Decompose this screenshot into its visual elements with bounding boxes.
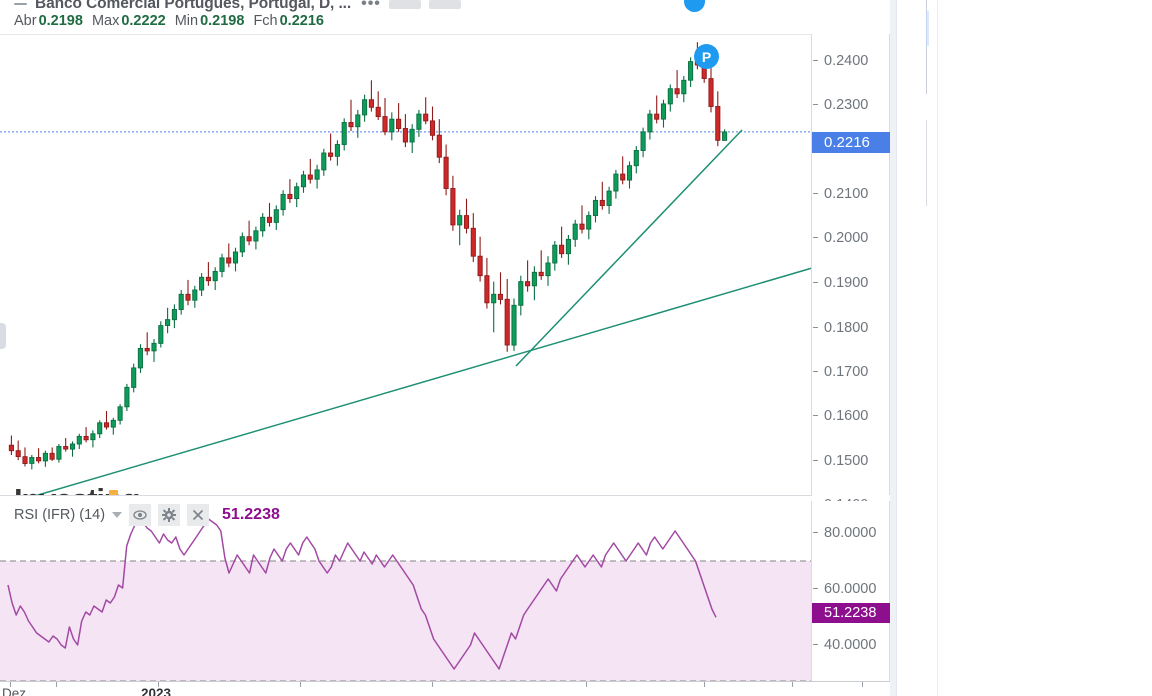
tick-dash-icon [813, 532, 818, 533]
price-tick-label: 0.1800 [824, 320, 869, 336]
date-tick [704, 682, 705, 687]
rsi-chart-pane[interactable] [0, 501, 812, 681]
rsi-title[interactable]: RSI (IFR) (14) [14, 506, 106, 523]
panel-card-highlight [926, 11, 929, 46]
price-tick: 0.1500 [812, 453, 890, 469]
watermark-brand: Investing [14, 482, 140, 495]
date-axis-label: Dez [1, 686, 27, 696]
tick-dash-icon [813, 60, 818, 61]
tick-dash-icon [813, 193, 818, 194]
tick-dash-icon [813, 588, 818, 589]
rsi-axis[interactable]: 80.0000 60.0000 40.0000 51.2238 [812, 501, 890, 681]
date-tick [56, 682, 57, 687]
tick-dash-icon [813, 460, 818, 461]
panel-gutter [890, 0, 897, 696]
investing-watermark: Investing.com [14, 482, 185, 495]
price-tick: 0.1900 [812, 275, 890, 291]
date-tick [432, 682, 433, 687]
price-tick: 0.2100 [812, 186, 890, 202]
date-tick [586, 682, 587, 687]
event-marker-icon[interactable] [684, 0, 705, 12]
rsi-indicator-header: RSI (IFR) (14) [0, 495, 812, 533]
price-tick-label: 0.1500 [824, 453, 869, 469]
close-icon[interactable] [187, 503, 210, 526]
watermark-suffix: .com [139, 493, 184, 495]
price-tick: 0.1700 [812, 364, 890, 380]
rsi-tick-label: 80.0000 [824, 525, 877, 541]
price-tick-label: 0.2000 [824, 230, 869, 246]
dividend-marker-badge[interactable]: P [694, 44, 719, 69]
panel-card-top [926, 0, 929, 94]
date-tick [862, 682, 863, 687]
rsi-current-value: 51.2238 [222, 505, 280, 523]
rsi-tick-label: 60.0000 [824, 581, 877, 597]
ohlc-open-value: 0.2198 [38, 13, 83, 29]
date-tick [158, 682, 159, 687]
price-tick-label: 0.1600 [824, 408, 869, 424]
instrument-title: Banco Comercial Portugues, Portugal, D, … [35, 0, 352, 12]
ohlc-close-label: Fch [253, 13, 278, 29]
rsi-tick: 80.0000 [812, 525, 890, 541]
more-options-icon[interactable]: ••• [361, 0, 381, 12]
toolbar-pill-1[interactable] [388, 0, 421, 9]
panel-card-bottom [926, 120, 929, 206]
ohlc-high-label: Max [91, 13, 120, 29]
price-tick-label: 0.2300 [824, 97, 869, 113]
rsi-plot [0, 518, 811, 681]
price-tick-label: 0.1900 [824, 275, 869, 291]
price-tick-label: 0.2400 [824, 53, 869, 69]
price-tick: 0.2300 [812, 97, 890, 113]
price-tick: 0.1600 [812, 408, 890, 424]
right-side-panel [890, 0, 1152, 696]
date-tick [300, 682, 301, 687]
rsi-tick-label: 40.0000 [824, 637, 877, 653]
ohlc-low-label: Min [174, 13, 199, 29]
gear-icon[interactable] [158, 503, 181, 526]
collapse-dash-icon[interactable] [14, 3, 27, 5]
date-axis-label: 2023 [140, 686, 172, 696]
price-chart-pane[interactable]: Investing.com [0, 34, 812, 495]
price-tick-label: 0.1700 [824, 364, 869, 380]
ohlc-high-value: 0.2222 [121, 13, 166, 29]
tick-dash-icon [813, 327, 818, 328]
toolbar-pill-2[interactable] [428, 0, 461, 9]
watermark-dot-icon [109, 490, 118, 495]
chart-window: Banco Comercial Portugues, Portugal, D, … [0, 0, 890, 696]
candlestick-plot [0, 42, 811, 495]
tick-dash-icon [813, 104, 818, 105]
date-tick [792, 682, 793, 687]
current-price-badge[interactable]: 0.2216 [812, 132, 890, 153]
tick-dash-icon [813, 237, 818, 238]
price-tick: 0.2000 [812, 230, 890, 246]
date-tick [10, 682, 11, 687]
tick-dash-icon [813, 644, 818, 645]
tick-dash-icon [813, 282, 818, 283]
ohlc-legend: Abr 0.2198 Max 0.2222 Min 0.2198 Fch 0.2216 [14, 13, 324, 29]
ohlc-open-label: Abr [14, 13, 37, 29]
ohlc-low-value: 0.2198 [200, 13, 245, 29]
price-tick-label: 0.2100 [824, 186, 869, 202]
price-axis[interactable]: 0.24000.23000.22000.21000.20000.19000.18… [812, 34, 890, 513]
tick-dash-icon [813, 371, 818, 372]
price-tick: 0.2400 [812, 53, 890, 69]
panel-divider [937, 0, 938, 696]
date-axis[interactable]: Dez 2023 [0, 681, 890, 696]
price-tick: 0.1800 [812, 320, 890, 336]
tick-dash-icon [813, 415, 818, 416]
rsi-tick: 60.0000 [812, 581, 890, 597]
rsi-tick: 40.0000 [812, 637, 890, 653]
ohlc-close-value: 0.2216 [279, 13, 324, 29]
eye-icon[interactable] [129, 503, 152, 526]
instrument-titlebar: Banco Comercial Portugues, Portugal, D, … [0, 0, 890, 14]
chevron-down-icon[interactable] [112, 511, 123, 518]
pane-collapse-handle[interactable] [0, 323, 6, 349]
rsi-current-badge[interactable]: 51.2238 [812, 603, 890, 623]
